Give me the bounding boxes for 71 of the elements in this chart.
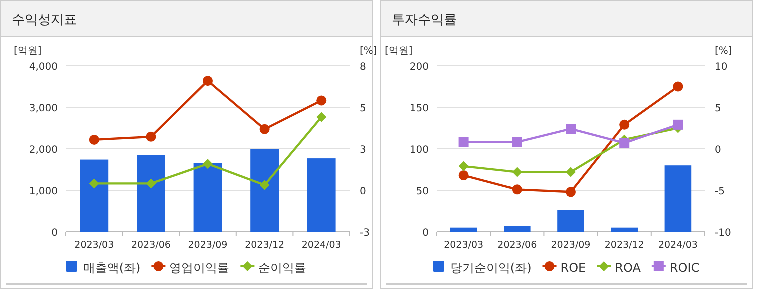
point (458, 161, 469, 172)
legend-label: 순이익률 (258, 261, 307, 275)
legend-label: 매출액(좌) (83, 261, 141, 275)
y-tick-label: 4,000 (29, 62, 58, 73)
point (146, 178, 156, 189)
point (458, 170, 469, 181)
y2-tick-label: 8 (360, 62, 366, 73)
point (620, 120, 630, 130)
x-tick-label: 2023/06 (131, 240, 171, 251)
bar (504, 226, 531, 232)
point (146, 132, 156, 142)
point (673, 120, 684, 130)
legend-label: ROE (560, 261, 586, 275)
chart-title: 수익성지표 (12, 13, 77, 28)
y-tick-label: 100 (410, 145, 429, 156)
point (260, 124, 270, 134)
legend-label: 영업이익률 (170, 261, 230, 275)
x-tick-label: 2024/03 (302, 240, 342, 251)
point (203, 76, 213, 86)
legend-label: ROA (615, 261, 642, 275)
y2-tick-label: -5 (715, 186, 725, 198)
chart-title: 투자수익률 (392, 13, 457, 28)
y2-tick-label: 0 (360, 186, 366, 198)
point (620, 138, 630, 148)
bar (450, 228, 478, 232)
y-tick-label: 50 (416, 186, 429, 198)
point (458, 137, 469, 148)
x-tick-label: 2024/03 (658, 240, 698, 251)
y-tick-label: 200 (410, 62, 429, 73)
point (512, 137, 522, 148)
x-tick-label: 2023/09 (188, 240, 228, 251)
bar (664, 166, 692, 232)
point (316, 96, 327, 106)
point (673, 82, 684, 92)
x-tick-label: 2023/12 (604, 240, 644, 251)
y2-axis-title: [%] (715, 46, 732, 57)
y2-tick-label: 3 (360, 145, 366, 156)
x-tick-label: 2023/03 (444, 240, 484, 251)
y-tick-label: 3,000 (29, 104, 58, 114)
y2-axis-title: [%] (360, 46, 378, 57)
y2-tick-label: 5 (360, 104, 366, 114)
point (512, 167, 522, 178)
legend-label: ROIC (670, 261, 700, 275)
point (512, 184, 522, 195)
point (566, 124, 576, 134)
y-tick-label: 0 (52, 228, 58, 239)
point (260, 180, 270, 190)
bar (558, 210, 584, 232)
y-axis-title: [억원] (385, 46, 413, 57)
point (316, 112, 327, 122)
point (566, 167, 576, 178)
point (89, 134, 100, 145)
y2-tick-label: 5 (715, 104, 722, 114)
point (89, 178, 100, 189)
y-tick-label: 150 (410, 104, 429, 114)
x-tick-label: 2023/06 (498, 240, 538, 251)
y2-tick-label: 0 (715, 145, 722, 156)
y-axis-title: [억원] (14, 46, 42, 57)
x-tick-label: 2023/03 (74, 240, 114, 251)
y-tick-label: 2,000 (29, 145, 58, 156)
y2-tick-label: -3 (360, 228, 370, 239)
y2-tick-label: -10 (715, 228, 732, 239)
point (566, 187, 576, 198)
x-tick-label: 2023/12 (245, 240, 285, 251)
y-tick-label: 1,000 (29, 186, 58, 198)
point (203, 159, 213, 170)
legend-label: 당기순이익(좌) (450, 261, 532, 275)
bar (611, 228, 638, 232)
y2-tick-label: 10 (715, 62, 728, 73)
y-tick-label: 0 (422, 228, 429, 239)
x-tick-label: 2023/09 (551, 240, 591, 251)
